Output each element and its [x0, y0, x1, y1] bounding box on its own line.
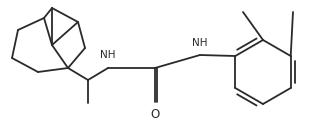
Text: NH: NH [192, 38, 208, 48]
Text: O: O [150, 109, 160, 122]
Text: NH: NH [100, 50, 116, 60]
